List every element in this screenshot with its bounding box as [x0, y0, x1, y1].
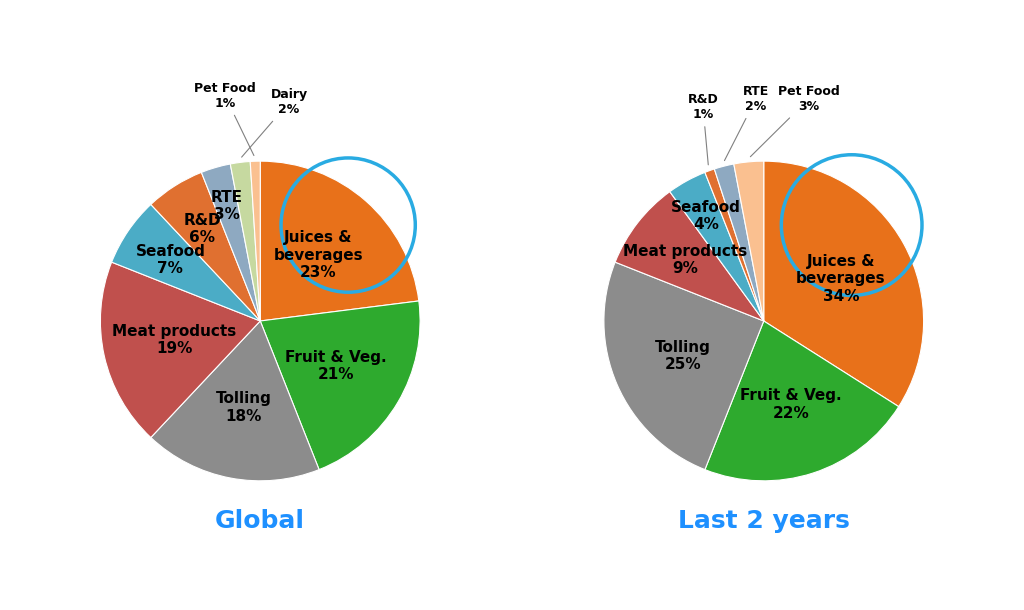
Wedge shape: [705, 321, 899, 481]
Text: Seafood
4%: Seafood 4%: [671, 199, 741, 232]
Wedge shape: [260, 161, 419, 321]
Wedge shape: [764, 161, 924, 407]
Text: Pet Food
3%: Pet Food 3%: [751, 85, 840, 157]
Wedge shape: [112, 204, 260, 321]
Text: Meat products
9%: Meat products 9%: [624, 244, 748, 276]
Wedge shape: [151, 321, 319, 481]
Wedge shape: [670, 173, 764, 321]
Text: Fruit & Veg.
21%: Fruit & Veg. 21%: [285, 350, 387, 382]
Wedge shape: [151, 173, 260, 321]
Wedge shape: [230, 162, 260, 321]
Wedge shape: [100, 262, 260, 437]
Text: Juices &
beverages
34%: Juices & beverages 34%: [796, 254, 886, 304]
Text: Meat products
19%: Meat products 19%: [113, 324, 237, 356]
Text: Tolling
25%: Tolling 25%: [655, 340, 711, 372]
Text: Tolling
18%: Tolling 18%: [216, 391, 271, 423]
Wedge shape: [604, 262, 764, 470]
Text: Pet Food
1%: Pet Food 1%: [195, 82, 256, 156]
Wedge shape: [260, 301, 420, 470]
Wedge shape: [715, 164, 764, 321]
Wedge shape: [734, 161, 764, 321]
Text: Global: Global: [215, 509, 305, 533]
Wedge shape: [705, 169, 764, 321]
Wedge shape: [250, 161, 260, 321]
Text: Juices &
beverages
23%: Juices & beverages 23%: [273, 230, 364, 280]
Text: R&D
1%: R&D 1%: [688, 93, 719, 165]
Text: R&D
6%: R&D 6%: [183, 213, 221, 245]
Text: RTE
3%: RTE 3%: [211, 190, 243, 222]
Text: Fruit & Veg.
22%: Fruit & Veg. 22%: [740, 389, 842, 421]
Wedge shape: [615, 192, 764, 321]
Text: Dairy
2%: Dairy 2%: [242, 88, 307, 157]
Text: RTE
2%: RTE 2%: [724, 85, 769, 160]
Wedge shape: [202, 164, 260, 321]
Text: Seafood
7%: Seafood 7%: [135, 243, 205, 276]
Text: Last 2 years: Last 2 years: [678, 509, 850, 533]
